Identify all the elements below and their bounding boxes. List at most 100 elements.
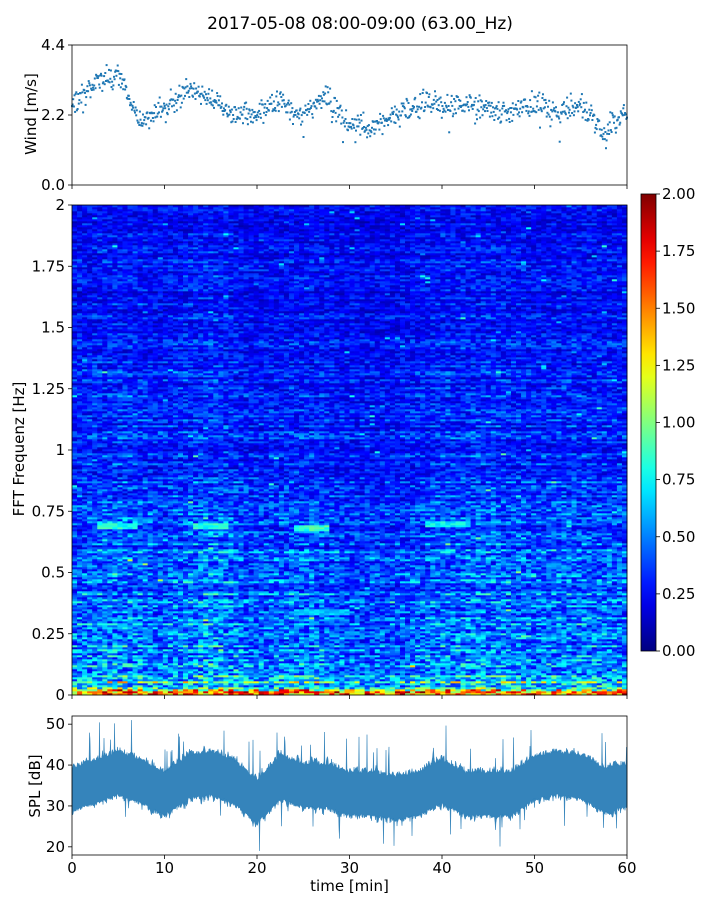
spectrogram-cell [526, 669, 532, 672]
spectrogram-cell [198, 643, 204, 646]
spectrogram-cell [415, 641, 421, 644]
spectrogram-cell [132, 647, 138, 650]
spectrogram-cell [102, 675, 108, 678]
spectrogram-cell [500, 661, 507, 664]
spectrogram-cell [384, 621, 391, 624]
spectrogram-cell [425, 651, 431, 654]
spectrogram-cell [536, 661, 542, 664]
spectrogram-cell [601, 687, 608, 690]
spectrogram-cell [248, 633, 255, 636]
spectrogram-cell [268, 649, 275, 652]
spectrogram-cell [445, 681, 451, 684]
spectrogram-cell [616, 677, 623, 680]
spectrogram-cell [581, 669, 588, 672]
spectrogram-cell [430, 677, 436, 680]
spectrogram-cell [294, 679, 300, 682]
wind-point [401, 110, 404, 113]
spectrogram-cell [561, 643, 567, 646]
spectrogram-cell [273, 675, 280, 678]
spectrogram-cell [334, 691, 340, 694]
spectrogram-cell [112, 643, 118, 646]
spectrogram-cell [420, 675, 426, 678]
spectrogram-cell [526, 651, 532, 654]
spectrogram-cell [193, 677, 199, 680]
spectrogram-cell [208, 631, 214, 634]
spectrogram-cell [172, 623, 179, 626]
spectrogram-cell [531, 633, 537, 636]
spectrogram-cell [278, 675, 285, 678]
spectrogram-cell [188, 637, 194, 640]
spectrogram-cell [415, 663, 421, 666]
spectrogram-cell [233, 629, 239, 632]
spectrogram-cell [445, 633, 451, 636]
spectrogram-cell [425, 667, 431, 670]
spectrogram-cell [258, 669, 265, 672]
spectrogram-cell [359, 691, 366, 694]
spectrogram-cell [364, 653, 371, 656]
spectrogram-cell [278, 681, 285, 684]
spectrogram-cell [591, 653, 598, 656]
spectrogram-cell [177, 639, 184, 642]
wind-point [112, 84, 115, 87]
spectrogram-cell [475, 689, 482, 692]
spectrogram-cell [162, 641, 169, 644]
spectrogram-cell [521, 657, 527, 660]
spectrogram-cell [445, 651, 451, 654]
spectrogram-cell [621, 683, 628, 686]
spectrogram-cell [364, 661, 371, 664]
spectrogram-cell [616, 683, 623, 686]
spectrogram-cell [208, 627, 214, 630]
spectrogram-cell [435, 683, 441, 686]
spectrogram-cell [349, 653, 355, 656]
spectrogram-cell [122, 669, 128, 672]
spectrogram-cell [283, 669, 290, 672]
spectrogram-cell [324, 633, 330, 636]
spectrogram-cell [228, 677, 234, 680]
spectrogram-cell [208, 625, 214, 628]
spectrogram-cell [344, 659, 350, 662]
spectrogram-cell [304, 665, 310, 668]
spectrogram-cell [188, 687, 194, 690]
spectrogram-cell [314, 667, 320, 670]
spectrogram-cell [410, 661, 416, 664]
wind-point [595, 123, 598, 126]
spectrogram-cell [410, 677, 416, 680]
spectrogram-cell [294, 647, 300, 650]
spectrogram-cell [137, 685, 144, 688]
spectrogram-cell [283, 681, 290, 684]
spectrogram-cell [112, 639, 118, 642]
spectrogram-cell [581, 625, 588, 628]
spectrogram-cell [384, 631, 391, 634]
spectrogram-cell [319, 691, 325, 694]
spectrogram-cell [238, 635, 244, 638]
spectrogram-cell [581, 657, 588, 660]
spectrogram-cell [516, 681, 522, 684]
spectrogram-cell [137, 625, 144, 628]
spectrogram-cell [177, 679, 184, 682]
spectrogram-cell [450, 687, 456, 690]
spectrogram-cell [319, 693, 325, 696]
spectrogram-cell [102, 689, 108, 692]
spectrogram-cell [97, 619, 103, 622]
spectrogram-cell [576, 651, 582, 654]
spectrogram-cell [420, 689, 426, 692]
spectrogram-cell [314, 657, 320, 660]
wind-point [547, 113, 550, 116]
spectrogram-cell [415, 677, 421, 680]
spectrogram-cell [440, 647, 446, 650]
spectrogram-cell [581, 649, 588, 652]
spectrogram-cell [304, 639, 310, 642]
spectrogram-cell [329, 655, 335, 658]
spectrogram-cell [430, 633, 436, 636]
spectrogram-cell [541, 689, 547, 692]
spectrogram-cell [127, 663, 133, 666]
spectrogram-cell [460, 687, 466, 690]
wind-point [501, 107, 504, 110]
spectrogram-cell [606, 673, 613, 676]
spectrogram-cell [405, 661, 411, 664]
spectrogram-cell [394, 621, 401, 624]
wind-point [128, 98, 131, 100]
spectrogram-cell [541, 621, 547, 624]
wind-point [357, 125, 360, 128]
